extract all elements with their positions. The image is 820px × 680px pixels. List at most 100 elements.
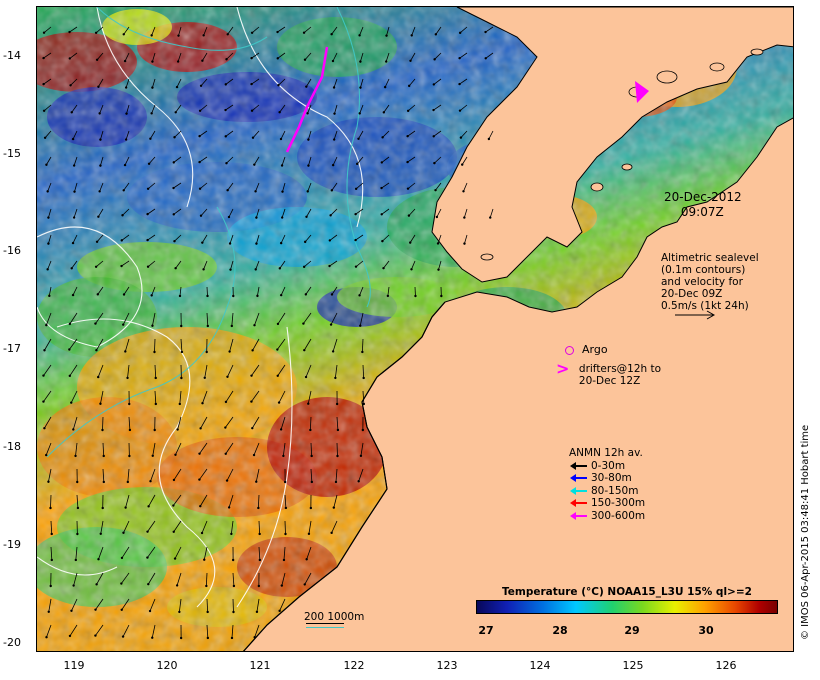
image-time: 09:07Z xyxy=(680,205,724,219)
velocity-arrow xyxy=(124,156,130,166)
velocity-arrow-head xyxy=(76,532,79,536)
velocity-arrow-head xyxy=(384,60,388,63)
velocity-arrow xyxy=(488,130,494,140)
velocity-arrow xyxy=(73,208,78,218)
velocity-arrow-head xyxy=(253,163,256,166)
velocity-arrow-head xyxy=(126,376,129,380)
velocity-arrow-head xyxy=(122,323,125,326)
velocity-arrow-head xyxy=(43,349,46,352)
velocity-arrow xyxy=(96,338,104,351)
velocity-arrow-head xyxy=(276,322,280,326)
velocity-arrow-head xyxy=(96,293,99,296)
velocity-arrow xyxy=(460,130,468,138)
velocity-arrow-head xyxy=(198,187,202,190)
velocity-arrow xyxy=(257,286,260,296)
velocity-arrow-head xyxy=(94,31,98,34)
velocity-arrow xyxy=(126,104,130,114)
velocity-arrow xyxy=(258,520,261,535)
velocity-arrow xyxy=(254,624,260,638)
velocity-arrow xyxy=(489,208,494,218)
velocity-arrow xyxy=(407,182,416,189)
velocity-arrow xyxy=(199,442,208,454)
velocity-arrow-head xyxy=(68,30,71,34)
velocity-arrow xyxy=(251,26,260,34)
velocity-arrow xyxy=(254,312,260,326)
velocity-arrow-head xyxy=(172,530,175,533)
velocity-arrow xyxy=(95,624,104,636)
velocity-arrow-head xyxy=(198,452,201,455)
velocity-arrow xyxy=(44,338,52,351)
velocity-arrow-head xyxy=(224,426,227,429)
velocity-arrow-head xyxy=(94,322,97,325)
velocity-arrow xyxy=(382,234,390,242)
velocity-arrow xyxy=(173,182,182,189)
velocity-arrow-head xyxy=(358,34,361,37)
velocity-arrow-head xyxy=(230,636,234,640)
velocity-arrow xyxy=(360,442,364,456)
velocity-arrow xyxy=(334,364,338,378)
velocity-arrow xyxy=(45,442,52,456)
velocity-arrow xyxy=(174,234,182,242)
velocity-arrow-head xyxy=(307,402,310,405)
velocity-arrow xyxy=(381,208,390,215)
velocity-arrow-head xyxy=(232,294,235,298)
velocity-arrow-head xyxy=(43,136,47,140)
velocity-arrow xyxy=(174,546,182,559)
velocity-arrow-head xyxy=(68,634,72,638)
velocity-arrow xyxy=(225,442,234,455)
velocity-arrow xyxy=(310,468,313,482)
velocity-arrow xyxy=(305,78,312,87)
velocity-arrow xyxy=(464,234,468,244)
velocity-arrow-head xyxy=(122,293,126,296)
velocity-arrow-head xyxy=(70,401,73,404)
velocity-arrow xyxy=(225,130,234,137)
velocity-arrow-head xyxy=(257,506,260,510)
sst-map[interactable] xyxy=(36,6,794,652)
velocity-arrow xyxy=(173,468,182,481)
velocity-arrow-head xyxy=(71,293,75,297)
velocity-arrow xyxy=(173,156,182,163)
velocity-arrow xyxy=(251,78,260,85)
velocity-arrow xyxy=(152,52,156,62)
velocity-arrow xyxy=(152,78,156,88)
velocity-arrow-head xyxy=(150,34,153,37)
velocity-arrow xyxy=(44,416,52,429)
velocity-arrow-head xyxy=(76,480,79,484)
velocity-arrow-head xyxy=(94,608,97,611)
velocity-arrow-head xyxy=(229,268,232,271)
velocity-arrow xyxy=(147,546,156,558)
velocity-arrow xyxy=(96,572,104,585)
velocity-arrow xyxy=(280,234,286,244)
velocity-arrow xyxy=(69,26,78,33)
velocity-arrow-head xyxy=(282,454,285,458)
velocity-arrow xyxy=(206,312,209,326)
velocity-arrow xyxy=(69,624,78,637)
velocity-arrow-head xyxy=(305,215,308,218)
y-tick-label: -19 xyxy=(3,538,21,551)
velocity-arrow xyxy=(277,364,286,377)
velocity-arrow-head xyxy=(231,558,235,562)
velocity-arrow xyxy=(46,624,52,638)
velocity-arrow-head xyxy=(230,532,233,536)
velocity-arrow xyxy=(309,416,312,431)
velocity-arrow xyxy=(410,52,416,61)
velocity-arrow-head xyxy=(228,242,232,245)
velocity-arrow-head xyxy=(330,33,333,36)
velocity-arrow-head xyxy=(95,240,99,243)
velocity-arrow xyxy=(124,52,130,62)
velocity-arrow xyxy=(336,416,339,430)
velocity-arrow-head xyxy=(487,137,491,141)
velocity-arrow-head xyxy=(205,350,208,354)
velocity-arrow xyxy=(308,130,312,140)
x-tick-label: 125 xyxy=(622,659,644,672)
velocity-arrow-head xyxy=(250,31,254,34)
velocity-arrow-head xyxy=(124,506,127,509)
velocity-arrow xyxy=(174,130,182,138)
velocity-arrow xyxy=(95,26,104,34)
velocity-arrow xyxy=(176,572,182,586)
velocity-arrow-head xyxy=(206,610,209,614)
velocity-arrow xyxy=(47,260,52,270)
velocity-arrow-head xyxy=(149,479,152,483)
velocity-arrow-head xyxy=(148,609,152,613)
velocity-arrow-head xyxy=(386,294,390,298)
